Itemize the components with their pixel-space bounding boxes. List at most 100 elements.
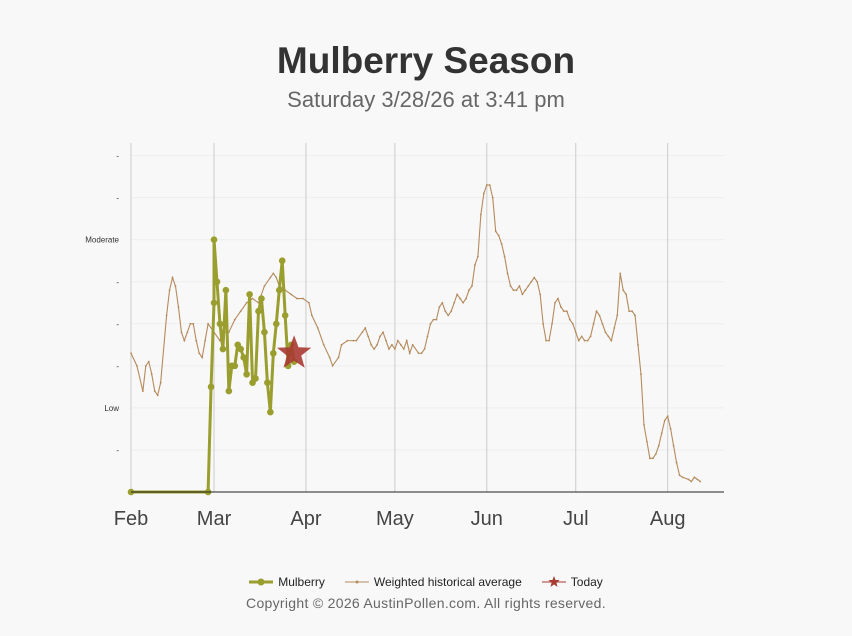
legend-item-mulberry[interactable]: Mulberry (249, 575, 325, 589)
mulberry-point (258, 295, 265, 302)
historical-point (402, 348, 405, 350)
historical-point (696, 478, 699, 481)
historical-point (479, 213, 482, 216)
mulberry-point (219, 345, 227, 353)
historical-point (195, 339, 198, 342)
historical-point (373, 348, 376, 350)
historical-point (147, 360, 150, 363)
historical-point (447, 314, 450, 317)
y-tick-label: - (116, 278, 119, 287)
legend-item-historical[interactable]: Weighted historical average (344, 575, 522, 589)
historical-point (693, 476, 696, 479)
historical-point (663, 419, 666, 422)
historical-point (153, 390, 156, 392)
historical-point (521, 293, 524, 296)
historical-point (613, 327, 616, 329)
historical-point (640, 373, 642, 376)
historical-point (396, 339, 399, 342)
legend-item-today[interactable]: Today (541, 575, 603, 589)
historical-point (408, 352, 411, 355)
historical-point (515, 289, 518, 292)
historical-point (503, 255, 506, 258)
historical-point (316, 327, 319, 329)
historical-point (557, 297, 559, 300)
historical-point (468, 289, 470, 292)
historical-point (672, 444, 675, 447)
y-axis-labels: - Low - - - Moderate - - (85, 152, 119, 455)
historical-point (488, 184, 491, 186)
historical-point (355, 339, 358, 342)
mulberry-point (261, 328, 268, 336)
historical-point (429, 322, 432, 325)
historical-point (328, 356, 331, 359)
historical-point (141, 390, 144, 392)
y-tick-label: - (116, 152, 119, 161)
historical-point (699, 480, 702, 483)
historical-point (539, 293, 542, 296)
mulberry-point (237, 345, 245, 353)
historical-point (625, 293, 628, 296)
historical-point (542, 322, 545, 325)
historical-point (586, 339, 589, 342)
historical-point (417, 352, 420, 355)
historical-point (171, 276, 174, 279)
historical-point (666, 415, 669, 418)
legend-historical-swatch (344, 580, 369, 584)
historical-point (189, 322, 192, 325)
historical-point (628, 310, 631, 313)
mulberry-point (216, 320, 224, 328)
legend-today-label: Today (570, 575, 603, 589)
historical-point (675, 461, 678, 464)
historical-point (150, 373, 153, 376)
legend-mulberry-label: Mulberry (278, 575, 325, 589)
legend-mulberry-swatch (249, 578, 274, 586)
historical-point (444, 310, 447, 313)
historical-point (159, 381, 162, 384)
historical-point (530, 280, 533, 283)
historical-point (669, 428, 672, 430)
historical-point (477, 255, 479, 258)
legend-historical-label: Weighted historical average (373, 575, 522, 589)
historical-point (456, 293, 459, 296)
historical-point (631, 310, 633, 313)
historical-point (367, 335, 370, 338)
historical-point (201, 356, 204, 359)
x-tick-label: Feb (114, 508, 148, 530)
historical-point (275, 276, 278, 279)
historical-point (426, 335, 429, 338)
historical-point (165, 314, 168, 317)
historical-point (610, 339, 613, 342)
chart-title: Mulberry Season (276, 40, 576, 81)
historical-point (601, 322, 604, 325)
chart-subtitle: Saturday 3/28/26 at 3:41 pm (287, 87, 565, 112)
historical-point (423, 348, 426, 350)
historical-point (186, 331, 189, 334)
historical-point (592, 322, 595, 325)
legend-today-swatch (541, 576, 566, 587)
mulberry-point (243, 370, 250, 378)
mulberry-point (278, 257, 286, 265)
historical-point (136, 364, 138, 367)
x-tick-label: Jun (471, 508, 503, 530)
historical-point (571, 322, 574, 325)
historical-point (616, 314, 619, 317)
series-mulberry (127, 236, 298, 496)
x-tick-label: May (376, 508, 414, 530)
historical-point (497, 234, 500, 237)
historical-point (393, 348, 396, 350)
y-tick-label: - (116, 320, 119, 329)
historical-point (660, 432, 663, 435)
historical-point (651, 457, 654, 460)
mulberry-point (210, 299, 218, 307)
historical-point (687, 478, 690, 481)
historical-point (340, 343, 343, 346)
historical-point (482, 192, 485, 195)
historical-point (648, 457, 651, 460)
historical-point (512, 289, 515, 292)
historical-point (192, 322, 195, 325)
historical-point (388, 348, 390, 350)
y-tick-label: Low (104, 404, 119, 413)
historical-point (485, 184, 488, 186)
historical-point (399, 343, 402, 346)
historical-point (245, 301, 248, 304)
